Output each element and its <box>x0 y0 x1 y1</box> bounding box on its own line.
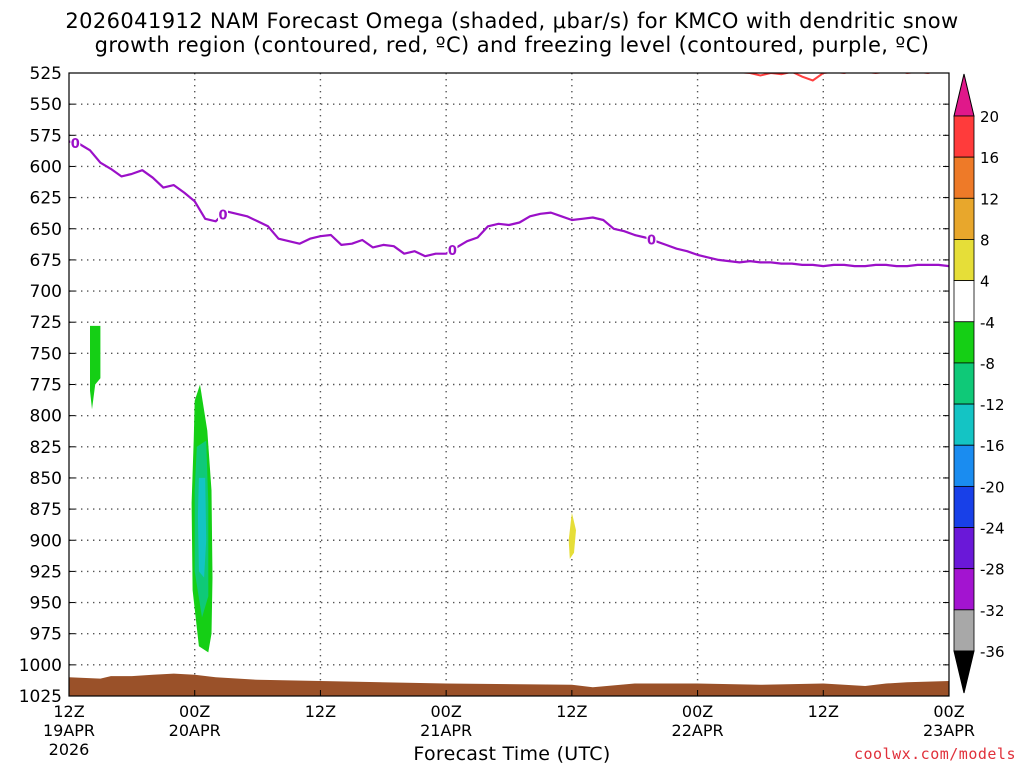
x-tick-label: 00Z <box>682 702 713 721</box>
x-tick-label: 22APR <box>672 721 724 740</box>
colorbar-box-8 <box>953 403 975 446</box>
y-tick-label: 825 <box>30 438 62 458</box>
y-tick-label: 725 <box>30 313 62 333</box>
colorbar-label: -12 <box>980 396 1005 414</box>
dgz-contour-line <box>736 73 933 82</box>
x-tick-label: 21APR <box>420 721 472 740</box>
colorbar-box-10 <box>953 485 975 528</box>
colorbar: 20 16 12 8 4 -4 -8 -12 -16 -20 -24 -28 -32 -36 <box>953 73 1005 694</box>
y-tick-label: 800 <box>30 407 62 427</box>
terrain-layer <box>69 673 949 696</box>
colorbar-label: -32 <box>980 602 1005 620</box>
y-tick-label: 575 <box>30 126 62 146</box>
y-tick-label: 775 <box>30 376 62 396</box>
colorbar-label: 4 <box>980 273 990 291</box>
y-tick-label: 1000 <box>19 656 62 676</box>
colorbar-bottom-arrow <box>953 650 975 694</box>
colorbar-box-9 <box>953 444 975 487</box>
x-tick-label: 00Z <box>430 702 461 721</box>
x-tick-label: 12Z <box>53 702 84 721</box>
colorbar-label: -36 <box>980 643 1005 661</box>
y-tick-label: 600 <box>30 157 62 177</box>
credit-text: coolwx.com/models <box>853 745 1016 763</box>
colorbar-label: -16 <box>980 437 1005 455</box>
y-tick-label: 850 <box>30 469 62 489</box>
colorbar-label: -28 <box>980 561 1005 579</box>
y-tick-label: 525 <box>30 64 62 84</box>
colorbar-label: -4 <box>980 314 995 332</box>
omega-layer <box>90 325 576 653</box>
x-tick-label: 20APR <box>169 721 221 740</box>
y-tick-label: 925 <box>30 562 62 582</box>
contour-layer: 0 0 0 0 <box>68 73 950 268</box>
y-tick-label: 625 <box>30 189 62 209</box>
x-tick-label: 12Z <box>305 702 336 721</box>
colorbar-box-1 <box>953 115 975 158</box>
colorbar-box-13 <box>953 609 975 652</box>
freezing-label-bg <box>646 232 657 247</box>
freezing-level-label: 0 <box>448 244 457 259</box>
omega-region-5 <box>568 512 576 559</box>
colorbar-label: 20 <box>980 108 999 126</box>
freezing-level-line <box>68 140 950 268</box>
chart-title-line-1: 2026041912 NAM Forecast Omega (shaded, μ… <box>65 9 959 33</box>
omega-region-4 <box>197 477 207 578</box>
freezing-label-bg <box>447 242 458 257</box>
x-tick-label: 19APR <box>43 721 95 740</box>
chart-title-line-2: growth region (contoured, red, ºC) and f… <box>94 33 930 57</box>
axes: 525 550 575 600 625 650 675 700 725 750 775 800 825 8… <box>19 64 975 759</box>
y-tick-label: 550 <box>30 95 62 115</box>
freezing-level-label: 0 <box>647 234 656 249</box>
y-tick-label: 750 <box>30 344 62 364</box>
y-tick-label: 675 <box>30 251 62 271</box>
plot-frame <box>68 72 950 697</box>
freezing-label-bg <box>218 207 228 222</box>
colorbar-box-5 <box>953 280 975 323</box>
colorbar-label: -24 <box>980 520 1005 538</box>
x-tick-label: 12Z <box>808 702 839 721</box>
colorbar-label: 12 <box>980 190 999 208</box>
y-tick-label: 700 <box>30 282 62 302</box>
colorbar-box-3 <box>953 197 975 240</box>
terrain-fill <box>69 673 949 696</box>
colorbar-box-6 <box>953 321 975 364</box>
grid-lines <box>69 73 949 696</box>
colorbar-box-11 <box>953 527 975 570</box>
colorbar-box-2 <box>953 156 975 199</box>
colorbar-label: -8 <box>980 355 995 373</box>
colorbar-box-4 <box>953 239 975 282</box>
x-tick-label: 23APR <box>923 721 975 740</box>
omega-region-1 <box>90 325 101 410</box>
colorbar-box-7 <box>953 362 975 405</box>
colorbar-label: 16 <box>980 149 999 167</box>
x-tick-label: 2026 <box>49 740 90 759</box>
y-tick-label: 1025 <box>19 687 62 707</box>
y-tick-label: 875 <box>30 500 62 520</box>
x-axis-label: Forecast Time (UTC) <box>413 743 611 765</box>
colorbar-label: 8 <box>980 231 990 249</box>
y-tick-label: 650 <box>30 220 62 240</box>
y-tick-label: 900 <box>30 531 62 551</box>
freezing-level-label: 0 <box>71 137 80 152</box>
colorbar-box-12 <box>953 568 975 611</box>
x-tick-label: 00Z <box>179 702 210 721</box>
colorbar-label: -20 <box>980 478 1005 496</box>
y-tick-label: 950 <box>30 594 62 614</box>
x-tick-label: 00Z <box>933 702 964 721</box>
y-tick-label: 975 <box>30 625 62 645</box>
freezing-level-label: 0 <box>218 208 227 223</box>
x-tick-label: 12Z <box>556 702 587 721</box>
colorbar-top-arrow <box>953 73 975 117</box>
freezing-label-bg <box>70 136 81 151</box>
